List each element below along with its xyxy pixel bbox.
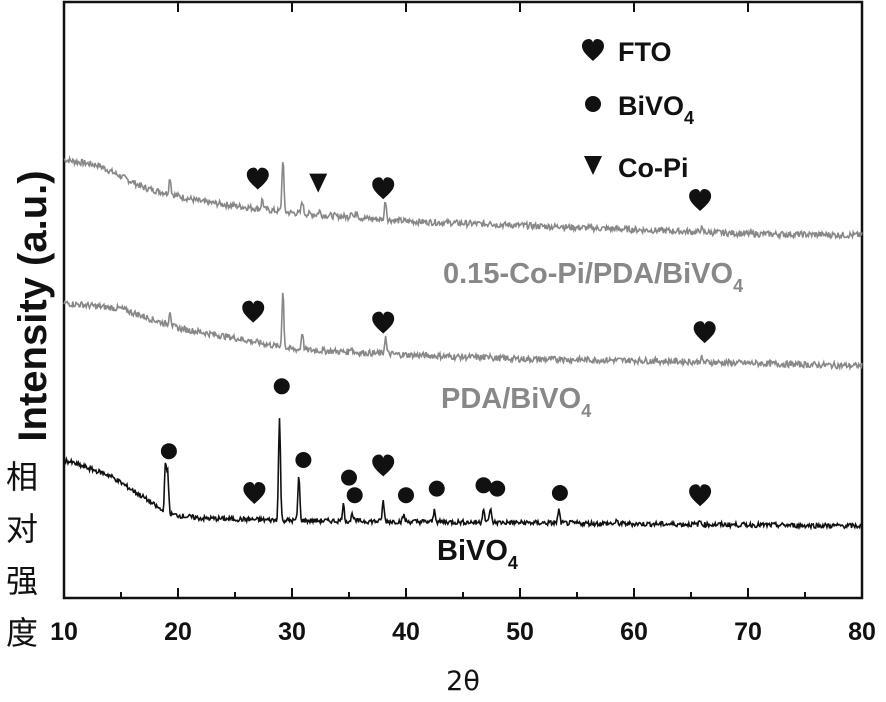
fto-heart-marker [689,484,711,506]
y-axis-title: Intensity (a.u.) [11,170,55,441]
bivo4-circle-marker [274,378,290,394]
bivo4-circle-marker [295,452,311,468]
legend-label-sub: 4 [684,108,694,128]
legend-circle-icon [585,96,601,112]
x-tick-label: 40 [392,618,420,646]
x-tick-label: 70 [734,618,762,646]
series-label-pda-main: PDA/BiVO [441,383,581,415]
x-tick-label: 10 [50,618,78,646]
y-title-cn-char: 度 [6,614,38,652]
x-tick-label: 60 [620,618,648,646]
fto-heart-marker [694,321,716,343]
bivo4-circle-marker [398,487,414,503]
bivo4-circle-marker [341,470,357,486]
fto-heart-marker [372,312,394,334]
x-axis-title: 2θ [446,666,480,697]
legend-label: FTO [618,37,672,67]
x-tick-label: 20 [164,618,192,646]
legend-heart-icon [582,39,604,61]
fto-heart-marker [242,301,264,323]
bivo4-circle-marker [347,487,363,503]
fto-heart-marker [247,168,269,190]
series-label-bivo4: BiVO4 [437,535,518,573]
series-label-pda-sub: 4 [581,401,591,421]
bivo4-circle-marker [161,443,177,459]
legend-label-main: FTO [618,37,672,67]
y-title-cn-char: 强 [6,562,38,600]
legend: FTO BiVO4 Co-Pi [582,37,694,183]
legend-label: BiVO4 [618,91,694,128]
copi-triangle-marker [309,174,327,193]
series-line [64,418,862,528]
marker-layer [161,168,716,507]
series-label-copi-sub: 4 [733,276,743,296]
fto-heart-marker [243,482,265,504]
series-label-bivo4-main: BiVO [437,535,508,567]
series-label-copi: 0.15-Co-Pi/PDA/BiVO4 [443,258,743,296]
bivo4-circle-marker [489,481,505,497]
x-tick-label: 50 [506,618,534,646]
x-tick-label: 80 [848,618,876,646]
legend-triangle-icon [584,156,602,175]
y-axis-title-cn: 相对强度 [6,458,38,652]
y-title-cn-char: 对 [6,510,38,548]
fto-heart-marker [372,455,394,477]
legend-label: Co-Pi [618,153,689,183]
y-title-cn-char: 相 [6,458,38,496]
fto-heart-marker [372,177,394,199]
series-layer [64,158,862,528]
fto-heart-marker [689,189,711,211]
plot-frame [64,2,862,598]
series-label-copi-main: 0.15-Co-Pi/PDA/BiVO [443,258,733,290]
x-tick-label: 30 [278,618,306,646]
series-label-bivo4-sub: 4 [508,553,518,573]
legend-label-main: Co-Pi [618,153,689,183]
legend-label-main: BiVO [618,91,684,121]
series-line [64,293,862,369]
xrd-chart: 1020304050607080 FTOBiVO4Co-Pi 0.15-Co-P… [0,0,886,702]
bivo4-circle-marker [429,481,445,497]
bivo4-circle-marker [552,485,568,501]
series-line [64,158,862,238]
bivo4-circle-marker [476,477,492,493]
series-label-pda: PDA/BiVO4 [441,383,591,421]
